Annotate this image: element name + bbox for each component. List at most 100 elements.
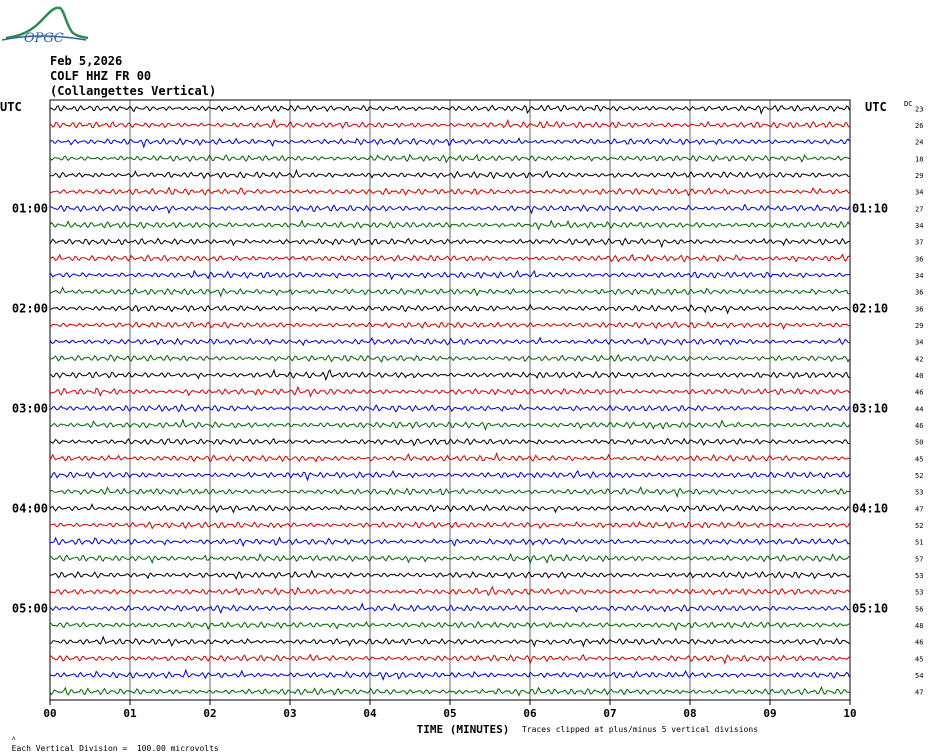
scale-icon: ˄ [11, 735, 16, 743]
dc-offset-label: 44 [915, 405, 923, 413]
opgc-logo: OPGC [0, 2, 90, 46]
seismic-trace-row [49, 303, 850, 315]
right-time-label: 03:10 [852, 401, 888, 415]
dc-offset-label: 47 [915, 505, 923, 513]
seismic-trace-row [49, 569, 850, 580]
dc-offset-label: 50 [915, 439, 923, 447]
seismic-trace-row [49, 503, 850, 514]
seismic-trace-row [49, 418, 850, 431]
seismic-trace-row [49, 118, 850, 130]
seismic-trace-row [49, 336, 850, 347]
header-date: Feb 5,2026 [50, 54, 123, 68]
seismic-trace-row [49, 286, 850, 298]
seismic-trace-row [49, 485, 850, 499]
footer-clip-note: Traces clipped at plus/minus 5 vertical … [522, 725, 759, 734]
right-time-label: 02:10 [852, 301, 888, 315]
logo-text: OPGC [24, 31, 64, 46]
seismic-trace-row [49, 653, 850, 665]
x-tick-label: 01 [123, 707, 137, 720]
dc-offset-label: 52 [915, 472, 923, 480]
left-time-label: 02:00 [12, 301, 48, 315]
dc-offset-label: 56 [915, 605, 923, 613]
utc-label-right: UTC [865, 100, 887, 114]
x-tick-label: 09 [763, 707, 776, 720]
dc-offset-label: 53 [915, 589, 923, 597]
dc-offset-label: 34 [915, 272, 923, 280]
x-tick-label: 02 [203, 707, 216, 720]
dc-offset-label: 53 [915, 489, 923, 497]
dc-offset-label: 36 [915, 255, 923, 263]
seismic-trace-row [49, 153, 850, 164]
x-tick-label: 07 [603, 707, 616, 720]
seismic-trace-row [49, 403, 850, 413]
seismic-trace-row [49, 552, 850, 565]
dc-offset-label: 26 [915, 122, 923, 130]
seismic-trace-row [49, 469, 850, 482]
dc-offset-label: 46 [915, 639, 923, 647]
dc-offset-label: 51 [915, 539, 923, 547]
seismic-trace-row [49, 368, 850, 382]
opgc-volcano-logo-icon: OPGC [1, 6, 89, 46]
dc-offset-label: 18 [915, 155, 923, 163]
dc-offset-label: 27 [915, 205, 923, 213]
seismic-trace-row [50, 168, 850, 180]
left-time-label: 01:00 [12, 201, 48, 215]
x-axis-label: TIME (MINUTES) [417, 723, 510, 736]
dc-offset-label: 36 [915, 305, 923, 313]
left-time-label: 03:00 [12, 401, 48, 415]
dc-offset-label: 24 [915, 139, 923, 147]
seismic-trace-row [49, 269, 850, 281]
seismic-trace-row [49, 452, 850, 463]
x-tick-label: 03 [283, 707, 296, 720]
seismic-trace-row [49, 237, 850, 249]
seismic-trace-row [49, 253, 850, 263]
header-location: (Collangettes Vertical) [50, 84, 217, 98]
header-station: COLF HHZ FR 00 [50, 69, 152, 83]
left-time-label: 04:00 [12, 501, 48, 515]
dc-offset-label: 53 [915, 572, 923, 580]
dc-offset-label: 45 [915, 655, 923, 663]
seismic-trace-row [49, 602, 850, 615]
seismic-trace-row [49, 385, 850, 398]
right-time-label: 01:10 [852, 201, 888, 215]
dc-offset-label: 40 [915, 372, 923, 380]
x-tick-label: 04 [363, 707, 377, 720]
seismic-trace-row [49, 685, 850, 697]
footer-scale-note: ˄ Each Vertical Division = 100.00 microv… [2, 725, 219, 753]
dc-offset-label: 46 [915, 422, 923, 430]
dc-offset-label: 45 [915, 455, 923, 463]
dc-offset-label: 48 [915, 622, 923, 630]
dc-header-label: DC [904, 100, 912, 108]
seismic-trace-row [49, 137, 850, 149]
dc-offset-label: 42 [915, 355, 923, 363]
right-time-label: 04:10 [852, 501, 888, 515]
dc-offset-label: 36 [915, 289, 923, 297]
seismic-trace-row [49, 620, 850, 632]
dc-offset-label: 34 [915, 339, 923, 347]
seismic-trace-row [49, 104, 850, 115]
x-tick-label: 06 [523, 707, 537, 720]
seismic-trace-row [49, 536, 850, 548]
x-tick-label: 05 [443, 707, 456, 720]
left-time-label: 05:00 [12, 601, 48, 615]
x-tick-label: 10 [843, 707, 856, 720]
seismic-trace-row [49, 219, 850, 231]
dc-offset-label: 29 [915, 322, 923, 330]
utc-label-left: UTC [0, 100, 22, 114]
seismic-trace-row [49, 635, 850, 648]
dc-offset-label: 37 [915, 239, 923, 247]
seismic-trace-row [49, 668, 850, 681]
dc-offset-label: 29 [915, 172, 923, 180]
seismic-trace-row [49, 186, 850, 197]
x-tick-label: 00 [43, 707, 56, 720]
dc-offset-label: 54 [915, 672, 923, 680]
seismic-trace-row [50, 520, 850, 530]
seismic-trace-row [49, 203, 850, 215]
dc-offset-label: 23 [915, 105, 923, 113]
scale-note-text: Each Vertical Division = 100.00 microvol… [11, 744, 219, 753]
dc-offset-label: 46 [915, 389, 923, 397]
dc-offset-label: 34 [915, 189, 923, 197]
seismic-trace-row [49, 321, 850, 331]
seismic-trace-row [49, 353, 850, 363]
